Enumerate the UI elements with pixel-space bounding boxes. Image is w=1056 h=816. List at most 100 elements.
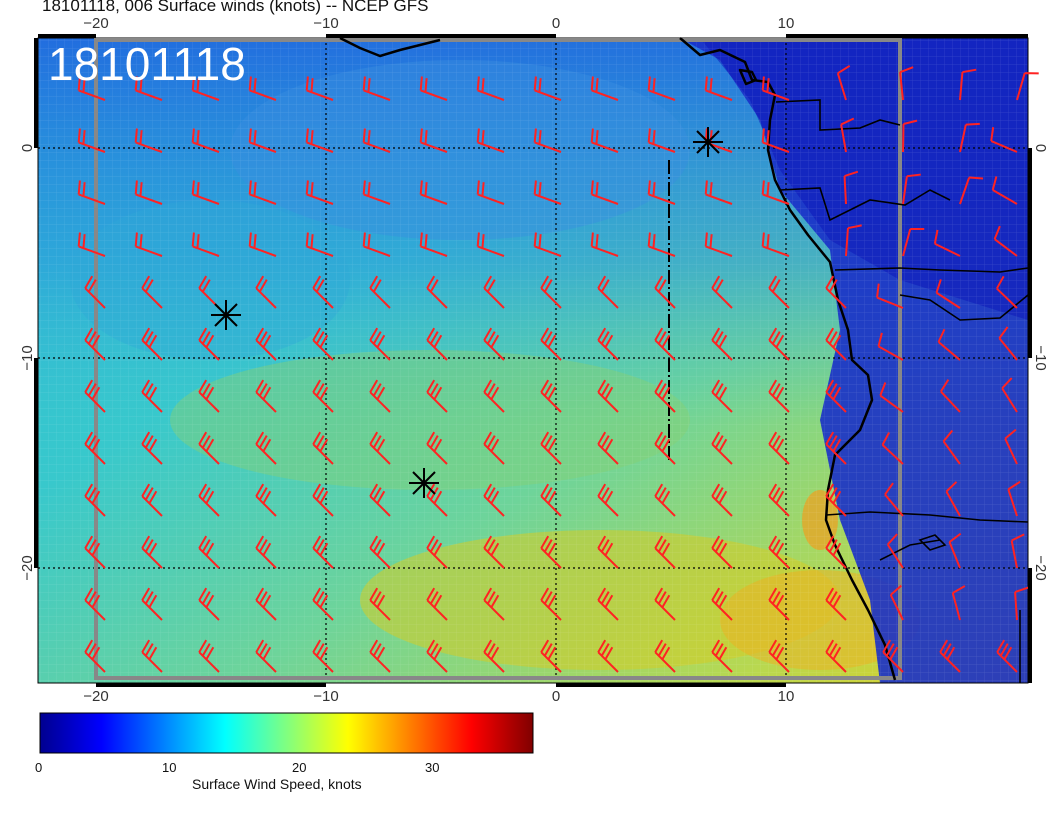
wind-barb xyxy=(597,535,619,569)
wind-barb xyxy=(533,128,562,153)
wind-barb xyxy=(305,128,334,153)
wind-barb xyxy=(198,639,220,673)
wind-barb xyxy=(840,117,855,153)
y-tick-right: −10 xyxy=(1032,345,1049,370)
wind-barb xyxy=(995,275,1018,309)
wind-barb xyxy=(476,76,505,101)
wind-barb xyxy=(312,483,334,517)
wind-barb xyxy=(369,587,391,621)
storm-marker xyxy=(211,300,241,330)
wind-barb xyxy=(84,327,106,361)
wind-barb xyxy=(1004,428,1018,465)
wind-barb xyxy=(141,275,163,309)
wind-barb xyxy=(768,639,790,673)
wind-barb xyxy=(312,587,334,621)
x-tick-top: −10 xyxy=(313,15,338,32)
wind-barb xyxy=(1014,586,1029,621)
wind-barb xyxy=(483,275,505,309)
wind-barb xyxy=(77,128,106,153)
wind-barb xyxy=(879,382,904,413)
wind-barbs xyxy=(77,64,1039,673)
wind-barb xyxy=(843,170,859,205)
y-tick-left: 0 xyxy=(19,144,36,152)
wind-barb xyxy=(134,76,163,101)
wind-barb xyxy=(255,275,277,309)
wind-barb xyxy=(945,481,961,517)
wind-barb xyxy=(647,232,676,257)
wind-barb xyxy=(940,379,961,413)
wind-barb xyxy=(84,483,106,517)
figure-title: 18101118, 006 Surface winds (knots) -- N… xyxy=(42,0,429,15)
wind-barb xyxy=(654,483,676,517)
wind-barb xyxy=(711,483,733,517)
wind-barb xyxy=(948,532,962,569)
wind-barb xyxy=(825,535,847,569)
wind-barb xyxy=(141,639,163,673)
wind-barb xyxy=(540,587,562,621)
colorbar-tick: 30 xyxy=(425,760,440,775)
wind-barb xyxy=(654,639,676,673)
wind-barb xyxy=(886,533,904,569)
axis-tick-marks xyxy=(34,34,1032,687)
y-axis-ticks: 0 −10 −20 0 −10 −20 xyxy=(19,144,1049,581)
wind-barb xyxy=(255,535,277,569)
wind-barb xyxy=(134,232,163,257)
wind-barb xyxy=(996,639,1018,673)
wind-barb xyxy=(426,327,448,361)
wind-barb xyxy=(191,180,220,205)
wind-barb xyxy=(369,327,391,361)
wind-barb xyxy=(654,535,676,569)
wind-barb xyxy=(590,76,619,101)
wind-barb xyxy=(768,275,790,309)
wind-barb xyxy=(305,180,334,205)
wind-barb xyxy=(711,587,733,621)
wind-barb xyxy=(761,180,790,205)
wind-barb xyxy=(768,431,790,465)
wind-barb xyxy=(993,225,1018,257)
wind-barb xyxy=(540,379,562,413)
wind-barb xyxy=(761,128,790,153)
wind-barb xyxy=(426,379,448,413)
wind-barb xyxy=(533,180,562,205)
wind-barb xyxy=(998,326,1018,361)
y-tick-left: −10 xyxy=(19,345,36,370)
wind-barb xyxy=(483,431,505,465)
y-tick-right: −20 xyxy=(1032,555,1049,580)
wind-speed-field xyxy=(38,38,1028,683)
wind-barb xyxy=(768,379,790,413)
wind-barb xyxy=(768,483,790,517)
wind-barb xyxy=(84,275,106,309)
wind-barb xyxy=(198,327,220,361)
wind-barb xyxy=(902,227,925,257)
wind-barb xyxy=(476,180,505,205)
wind-barb xyxy=(768,535,790,569)
wind-barb xyxy=(369,483,391,517)
wind-barb xyxy=(590,232,619,257)
wind-barb xyxy=(825,639,847,673)
wind-barb xyxy=(476,128,505,153)
wind-barb xyxy=(1007,480,1021,517)
wind-barb xyxy=(933,229,961,257)
wind-barb xyxy=(845,224,862,257)
wind-barb xyxy=(825,483,847,517)
wind-barb xyxy=(704,180,733,205)
wind-barb xyxy=(597,379,619,413)
wind-barb xyxy=(711,535,733,569)
date-stamp: 18101118 xyxy=(48,38,246,90)
wind-barb xyxy=(540,431,562,465)
wind-barb xyxy=(825,431,847,465)
wind-barb xyxy=(191,232,220,257)
wind-barb xyxy=(889,584,904,621)
wind-barb xyxy=(951,585,966,621)
wind-barb xyxy=(77,76,106,101)
storm-marker xyxy=(693,127,723,157)
wind-barb xyxy=(597,327,619,361)
x-tick-bottom: 10 xyxy=(778,688,795,705)
storm-marker xyxy=(409,468,439,498)
y-tick-right: 0 xyxy=(1032,144,1049,152)
wind-barb xyxy=(141,587,163,621)
wind-barb xyxy=(654,275,676,309)
wind-barb xyxy=(761,76,790,101)
wind-barb xyxy=(312,327,334,361)
wind-barb xyxy=(77,232,106,257)
